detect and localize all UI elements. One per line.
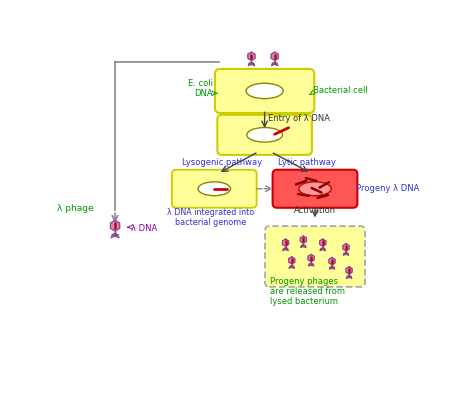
FancyBboxPatch shape xyxy=(273,170,357,208)
Polygon shape xyxy=(319,239,326,246)
FancyBboxPatch shape xyxy=(265,226,365,287)
Ellipse shape xyxy=(299,182,331,196)
Polygon shape xyxy=(248,52,255,60)
Text: Progeny λ DNA: Progeny λ DNA xyxy=(356,184,419,193)
Text: Lytic pathway: Lytic pathway xyxy=(278,158,336,167)
Polygon shape xyxy=(346,267,352,274)
FancyBboxPatch shape xyxy=(215,69,314,113)
Text: Progeny phages
are released from
lysed bacterium: Progeny phages are released from lysed b… xyxy=(270,277,345,306)
Ellipse shape xyxy=(246,83,283,99)
Polygon shape xyxy=(308,254,314,262)
Ellipse shape xyxy=(198,182,230,196)
Polygon shape xyxy=(271,52,278,60)
Polygon shape xyxy=(329,258,335,264)
Polygon shape xyxy=(289,257,295,264)
FancyBboxPatch shape xyxy=(218,115,312,155)
Text: Entry of λ DNA: Entry of λ DNA xyxy=(268,114,330,123)
Text: Activation: Activation xyxy=(294,207,336,215)
FancyBboxPatch shape xyxy=(172,170,256,208)
Polygon shape xyxy=(283,239,289,246)
Polygon shape xyxy=(343,244,349,251)
Text: Lysogenic pathway: Lysogenic pathway xyxy=(182,158,262,167)
Text: E. coli
DNA: E. coli DNA xyxy=(188,79,213,98)
Ellipse shape xyxy=(247,128,283,142)
Text: λ phage: λ phage xyxy=(57,204,93,213)
Polygon shape xyxy=(301,236,306,243)
Text: λ DNA integrated into
bacterial genome: λ DNA integrated into bacterial genome xyxy=(167,208,254,227)
Text: λ DNA: λ DNA xyxy=(130,224,157,233)
Polygon shape xyxy=(110,220,119,231)
Text: Bacterial cell: Bacterial cell xyxy=(313,86,367,96)
